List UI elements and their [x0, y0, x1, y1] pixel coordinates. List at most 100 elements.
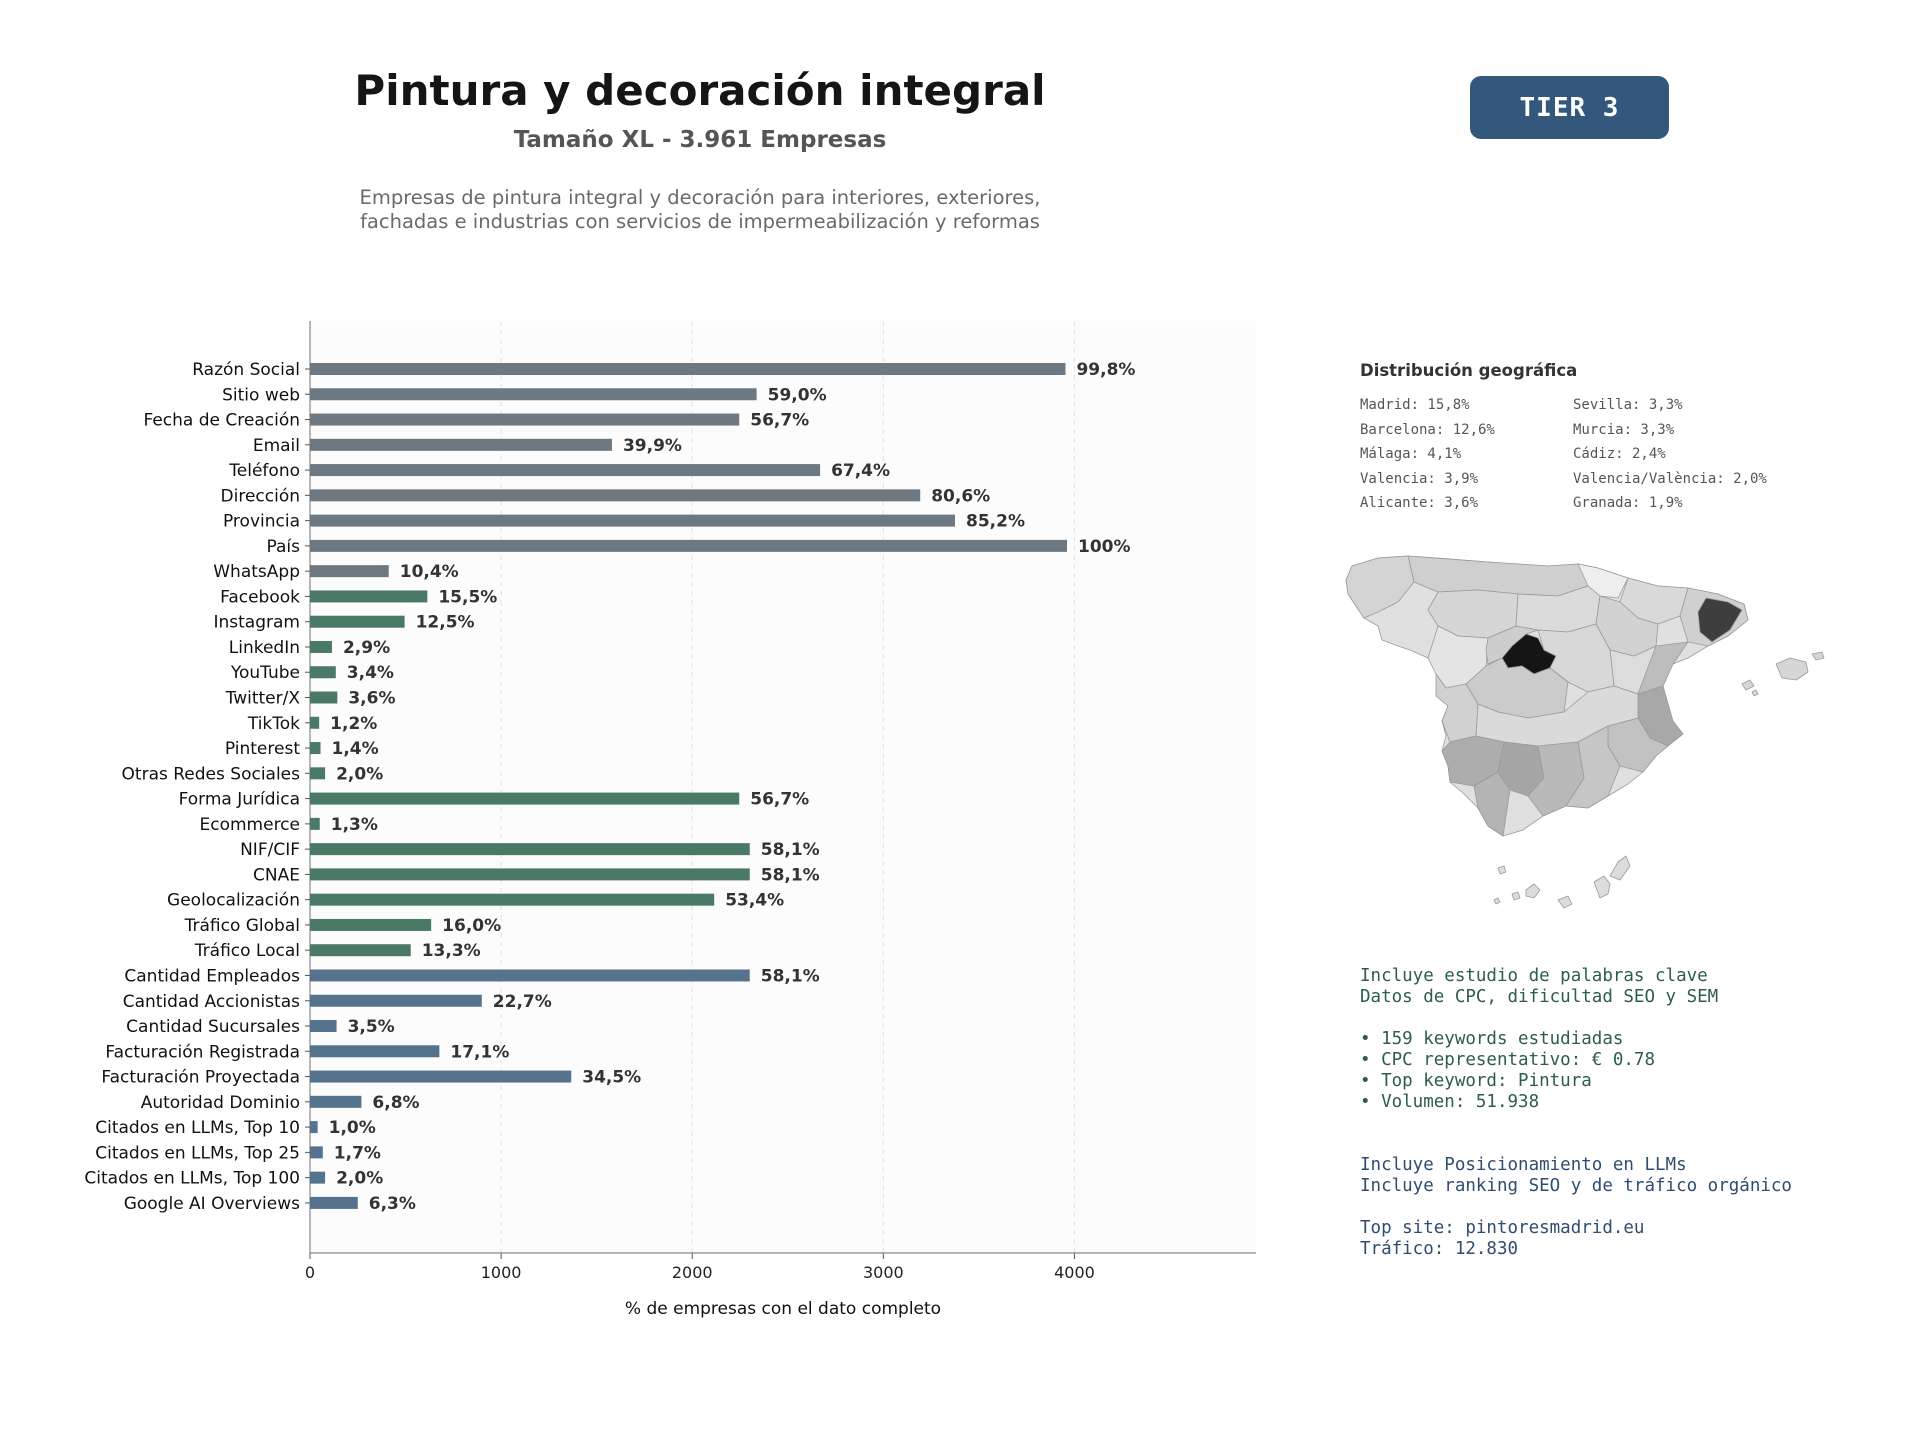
map-canary-island	[1497, 865, 1507, 875]
geo-item: Murcia: 3,3%	[1573, 421, 1675, 438]
y-tick-label: Tráfico Global	[184, 916, 300, 936]
bar	[310, 691, 338, 704]
data-label: 58,1%	[761, 966, 820, 986]
llm-line: Incluye ranking SEO y de tráfico orgánic…	[1360, 1176, 1792, 1196]
y-tick-label: Pinterest	[225, 739, 300, 759]
bar	[310, 388, 757, 401]
y-tick-label: YouTube	[230, 663, 300, 683]
geo-item: Alicante: 3,6%	[1360, 495, 1479, 511]
map-canary-island	[1511, 891, 1521, 901]
y-tick-label: Cantidad Empleados	[124, 966, 300, 986]
data-label: 58,1%	[761, 840, 820, 860]
bar	[310, 565, 389, 578]
x-axis-label: % de empresas con el dato completo	[625, 1299, 941, 1319]
geo-item: Barcelona: 12,6%	[1360, 421, 1495, 438]
bar	[310, 413, 740, 426]
data-label: 34,5%	[582, 1068, 641, 1088]
y-tick-label: Sitio web	[222, 385, 300, 405]
bar	[310, 1146, 323, 1159]
geo-item: Valencia: 3,9%	[1360, 470, 1479, 487]
geo-list: Madrid: 15,8% Sevilla: 3,3% Barcelona: 1…	[1360, 397, 1820, 511]
y-tick-label: Facturación Registrada	[105, 1042, 300, 1062]
data-label: 2,0%	[336, 1169, 383, 1189]
data-label: 56,7%	[750, 790, 809, 810]
data-label: 10,4%	[400, 562, 459, 582]
bar	[310, 944, 411, 957]
bar	[310, 640, 332, 653]
data-label: 2,0%	[336, 764, 383, 784]
bar	[310, 893, 715, 906]
page-title: Pintura y decoración integral	[354, 66, 1046, 115]
bar	[310, 1095, 362, 1108]
y-tick-label: Ecommerce	[200, 815, 301, 835]
data-label: 80,6%	[931, 486, 990, 506]
llm-block: Incluye Posicionamiento en LLMs Incluye …	[1360, 1155, 1792, 1260]
bar	[310, 438, 612, 451]
data-label: 12,5%	[416, 613, 475, 633]
bar	[310, 590, 428, 603]
map-region	[1407, 555, 1599, 597]
geo-item: Sevilla: 3,3%	[1573, 397, 1683, 413]
data-label: 3,6%	[348, 689, 395, 709]
bar	[310, 1196, 358, 1209]
y-tick-label: Facebook	[220, 587, 300, 607]
bar	[310, 666, 336, 679]
y-tick-label: Forma Jurídica	[179, 790, 300, 810]
geo-title: Distribución geográfica	[1360, 361, 1578, 380]
seo-bullet: • CPC representativo: € 0.78	[1360, 1050, 1656, 1070]
map-balearic-island	[1811, 651, 1825, 661]
y-tick-label: Citados en LLMs, Top 10	[95, 1118, 300, 1138]
x-tick-label: 1000	[481, 1263, 522, 1282]
bar	[310, 489, 921, 502]
tier-badge: TIER 3	[1470, 76, 1669, 139]
data-label: 59,0%	[768, 385, 827, 405]
seo-block: Incluye estudio de palabras clave Datos …	[1360, 966, 1718, 1113]
bar	[310, 1020, 337, 1033]
bar	[310, 843, 750, 856]
data-label: 6,3%	[369, 1194, 416, 1214]
y-tick-label: Email	[253, 436, 300, 456]
x-tick-label: 4000	[1054, 1263, 1095, 1282]
data-label: 53,4%	[725, 891, 784, 911]
map-canary-island	[1609, 855, 1631, 881]
y-tick-label: Instagram	[214, 613, 301, 633]
data-label: 6,8%	[372, 1093, 419, 1113]
data-label: 100%	[1078, 537, 1131, 557]
geo-item: Cádiz: 2,4%	[1573, 446, 1666, 462]
bar	[310, 1070, 572, 1083]
y-tick-label: Otras Redes Sociales	[122, 764, 301, 784]
data-label: 2,9%	[343, 638, 390, 658]
description-line: Empresas de pintura integral y decoració…	[359, 186, 1041, 209]
y-tick-label: Teléfono	[228, 461, 300, 481]
geo-item: Madrid: 15,8%	[1360, 397, 1470, 413]
y-tick-label: Razón Social	[192, 360, 300, 380]
bar	[310, 994, 482, 1007]
y-tick-label: CNAE	[253, 865, 300, 885]
map-region-alicante	[1637, 641, 1689, 695]
data-label: 1,3%	[331, 815, 378, 835]
seo-line: Incluye estudio de palabras clave	[1360, 966, 1708, 986]
description-line: fachadas e industrias con servicios de i…	[360, 209, 1040, 233]
bar	[310, 918, 432, 931]
bar	[310, 514, 955, 527]
y-tick-label: Twitter/X	[225, 689, 301, 709]
data-label: 22,7%	[493, 992, 552, 1012]
data-label: 3,5%	[348, 1017, 395, 1037]
page-description: Empresas de pintura integral y decoració…	[200, 186, 1200, 233]
bar	[310, 792, 740, 805]
geo-item: Málaga: 4,1%	[1360, 446, 1462, 462]
y-tick-label: Cantidad Accionistas	[123, 992, 300, 1012]
y-tick-label: Citados en LLMs, Top 25	[95, 1143, 300, 1163]
data-label: 1,2%	[330, 714, 377, 734]
data-label: 67,4%	[831, 461, 890, 481]
bar	[310, 817, 320, 830]
x-tick-label: 3000	[863, 1263, 904, 1282]
data-label: 85,2%	[966, 512, 1025, 532]
y-tick-label: Provincia	[223, 512, 300, 532]
map-canary-island	[1593, 875, 1611, 899]
bar	[310, 539, 1067, 552]
map-region	[1485, 625, 1539, 665]
y-tick-label: Cantidad Sucursales	[126, 1017, 300, 1037]
y-tick-label: Citados en LLMs, Top 100	[84, 1169, 300, 1189]
map-balearic-island	[1775, 657, 1809, 681]
